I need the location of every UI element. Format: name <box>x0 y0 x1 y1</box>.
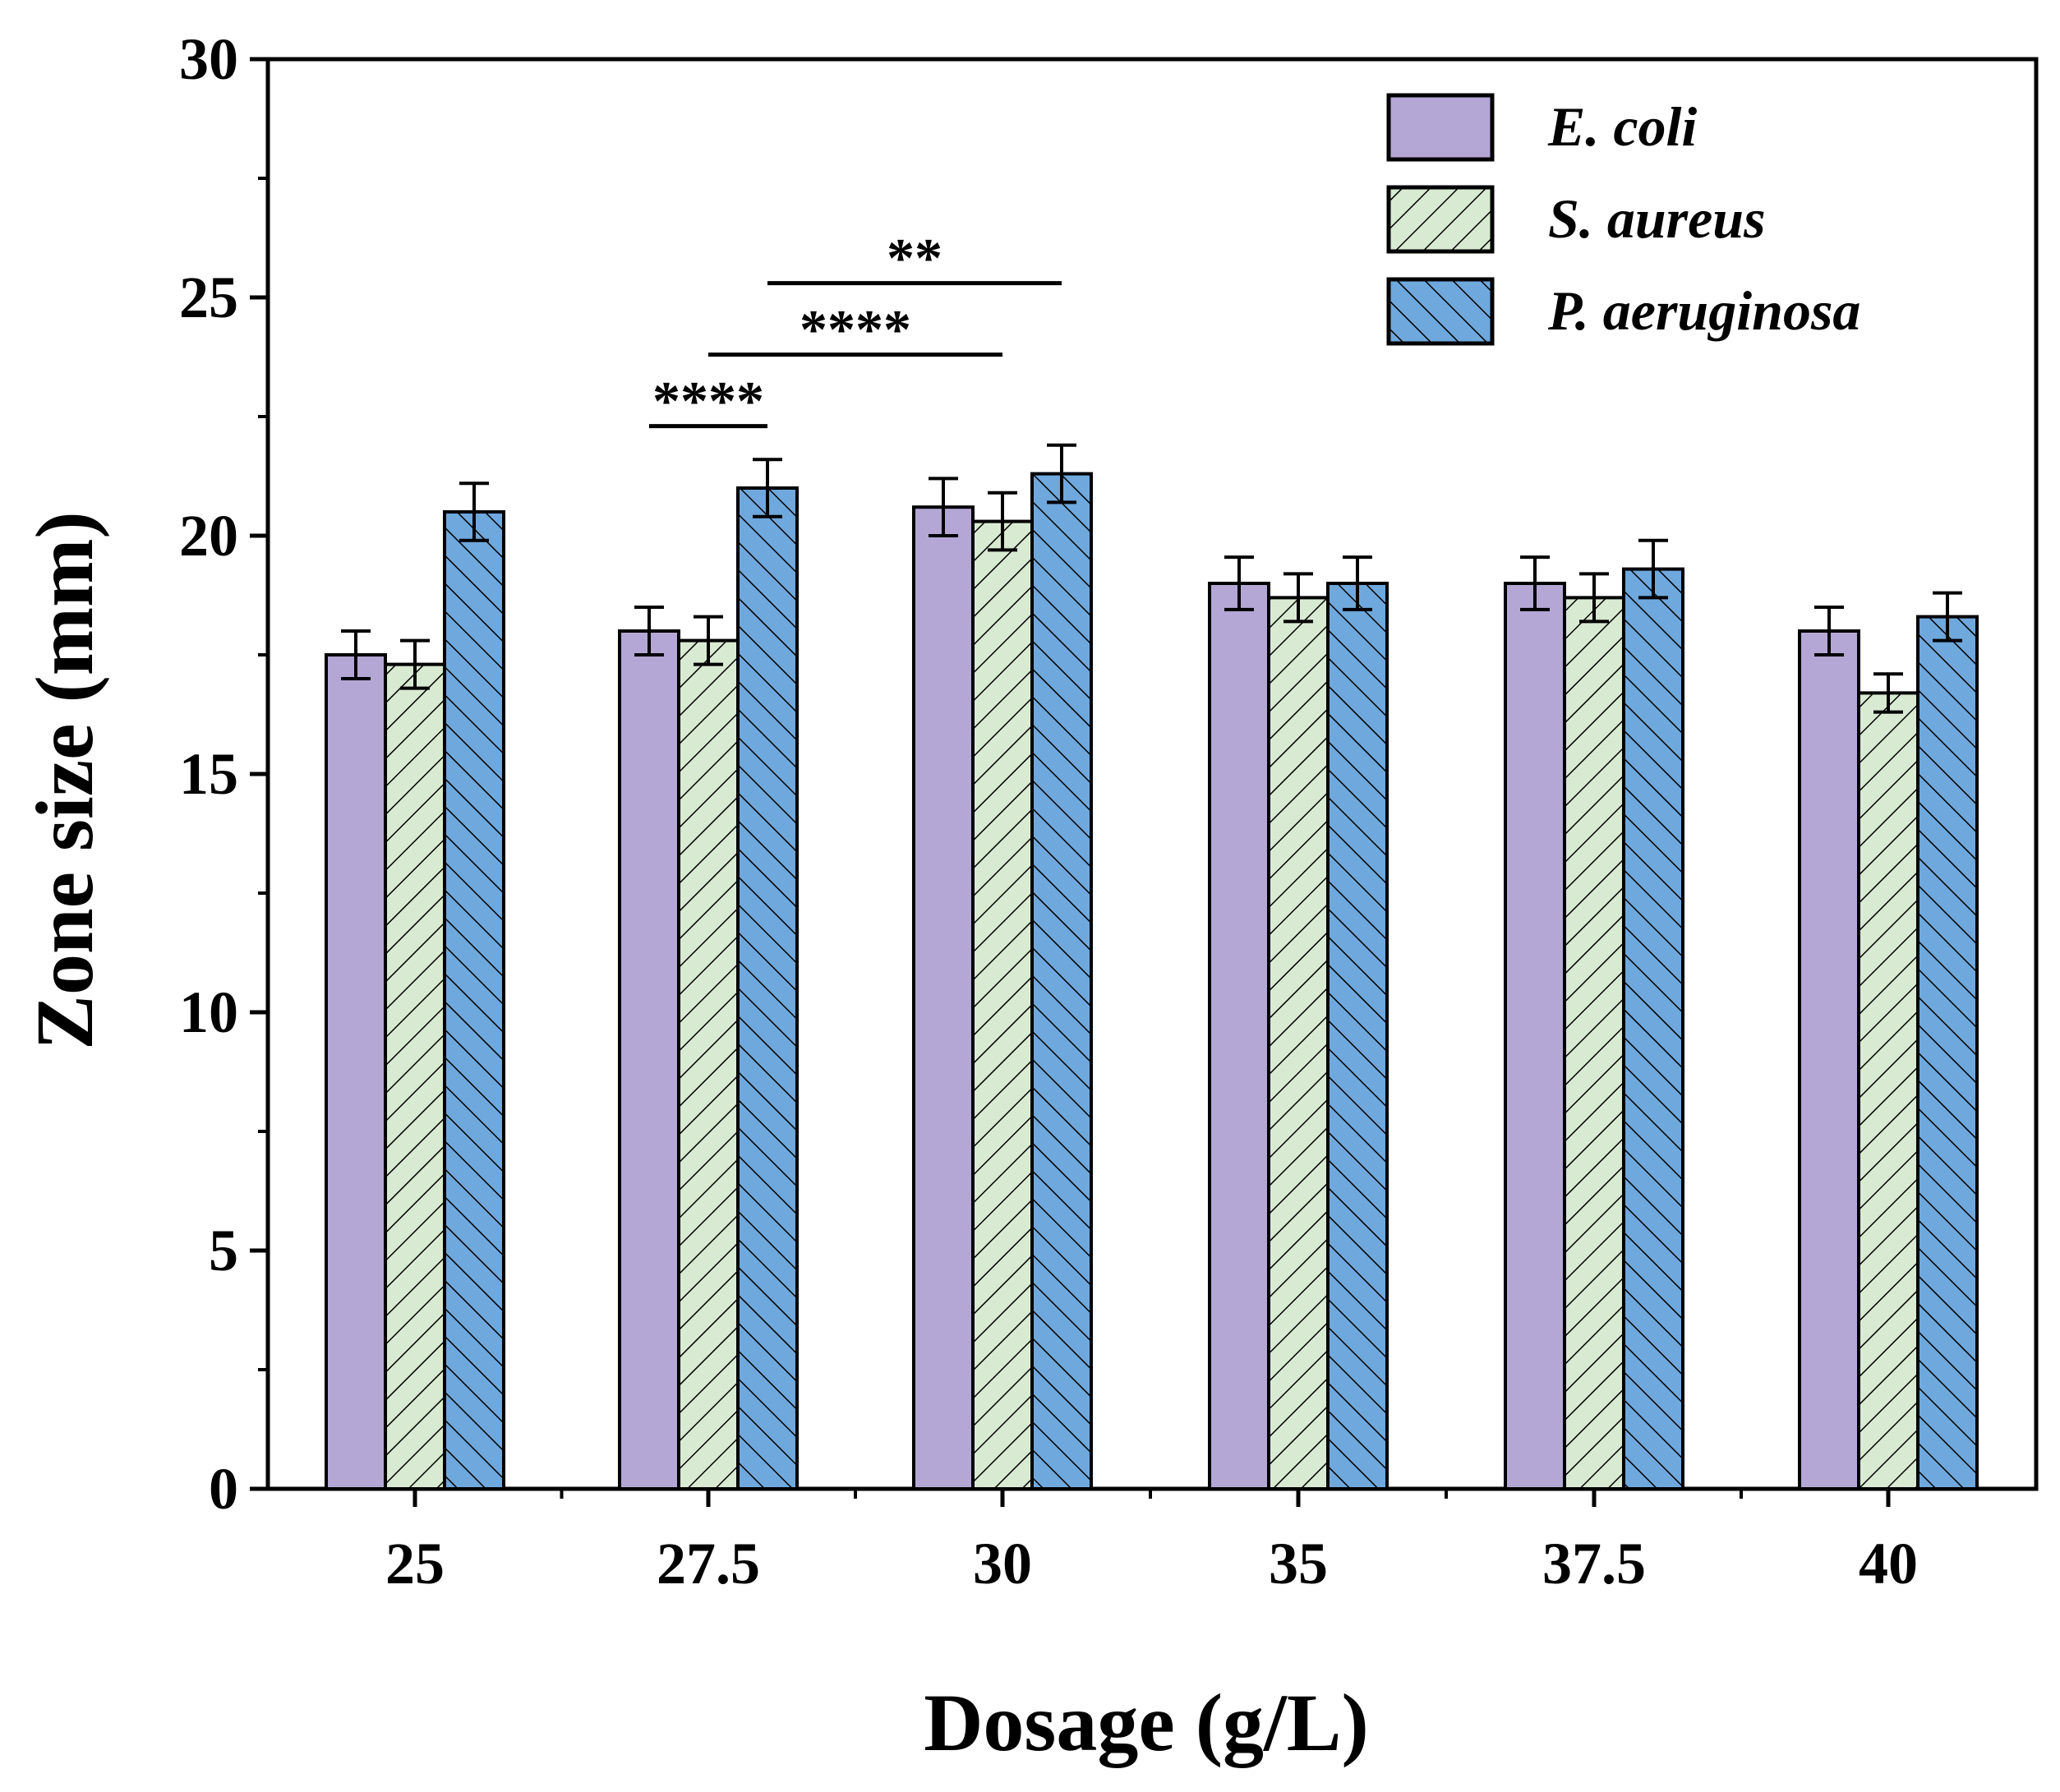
legend-swatch-e-coli <box>1386 93 1495 162</box>
x-axis: 25 27.5 30 35 37.5 40 <box>385 1489 1918 1596</box>
significance-layer: ********** <box>649 227 1062 432</box>
bar-s-aureus-27-5 <box>677 638 740 1490</box>
legend-swatch-p-aeruginosa <box>1386 277 1495 346</box>
y-tick-label-0: 0 <box>209 1456 238 1522</box>
bar-p-aeruginosa-35 <box>1326 582 1389 1490</box>
x-tick-label-35: 35 <box>1269 1531 1328 1596</box>
y-tick-label-5: 5 <box>209 1218 238 1283</box>
bar-s-aureus-30 <box>971 519 1034 1490</box>
bar-p-aeruginosa-40 <box>1916 615 1979 1490</box>
error-bars-layer <box>341 443 1962 714</box>
bar-s-aureus-40 <box>1857 691 1919 1490</box>
y-tick-label-30: 30 <box>179 26 238 92</box>
bar-e-coli-25 <box>325 653 387 1490</box>
x-tick-label-30: 30 <box>973 1531 1032 1596</box>
significance-label-3: ** <box>887 227 942 289</box>
bar-s-aureus-37-5 <box>1563 596 1625 1490</box>
bar-e-coli-30 <box>912 505 975 1491</box>
legend-label-e-coli: E. coli <box>1547 95 1697 158</box>
plot-frame <box>265 57 2039 1491</box>
y-tick-label-20: 20 <box>179 503 238 569</box>
y-tick-label-25: 25 <box>179 265 238 330</box>
legend-label-p-aeruginosa: P. aeruginosa <box>1547 279 1860 342</box>
bar-e-coli-37-5 <box>1504 582 1566 1490</box>
x-axis-title: Dosage (g/L) <box>924 1677 1369 1768</box>
bar-p-aeruginosa-30 <box>1030 472 1093 1490</box>
bar-e-coli-35 <box>1208 582 1270 1490</box>
x-tick-label-25: 25 <box>385 1531 445 1596</box>
significance-label-1: **** <box>652 370 764 432</box>
bars-layer <box>325 472 1979 1491</box>
y-axis-title: Zone size (mm) <box>19 511 110 1049</box>
bar-p-aeruginosa-25 <box>443 510 505 1490</box>
legend-swatch-s-aureus <box>1386 185 1495 254</box>
plot-border <box>265 57 2039 1491</box>
bar-s-aureus-25 <box>384 662 446 1490</box>
legend-label-s-aureus: S. aureus <box>1548 187 1766 250</box>
y-tick-label-10: 10 <box>179 979 238 1045</box>
legend: E. coli S. aureus P. aeruginosa <box>1386 93 1860 346</box>
x-tick-label-40: 40 <box>1859 1531 1918 1596</box>
bar-p-aeruginosa-27-5 <box>736 486 799 1490</box>
x-tick-label-27-5: 27.5 <box>657 1531 760 1596</box>
y-axis: 0 5 10 15 20 25 30 <box>179 26 268 1522</box>
bar-e-coli-27-5 <box>618 629 680 1490</box>
y-tick-label-15: 15 <box>179 741 238 807</box>
bar-s-aureus-35 <box>1267 596 1330 1490</box>
bar-p-aeruginosa-37-5 <box>1622 567 1684 1490</box>
significance-label-2: **** <box>800 298 911 361</box>
x-tick-label-37-5: 37.5 <box>1542 1531 1646 1596</box>
bar-e-coli-40 <box>1798 629 1860 1490</box>
